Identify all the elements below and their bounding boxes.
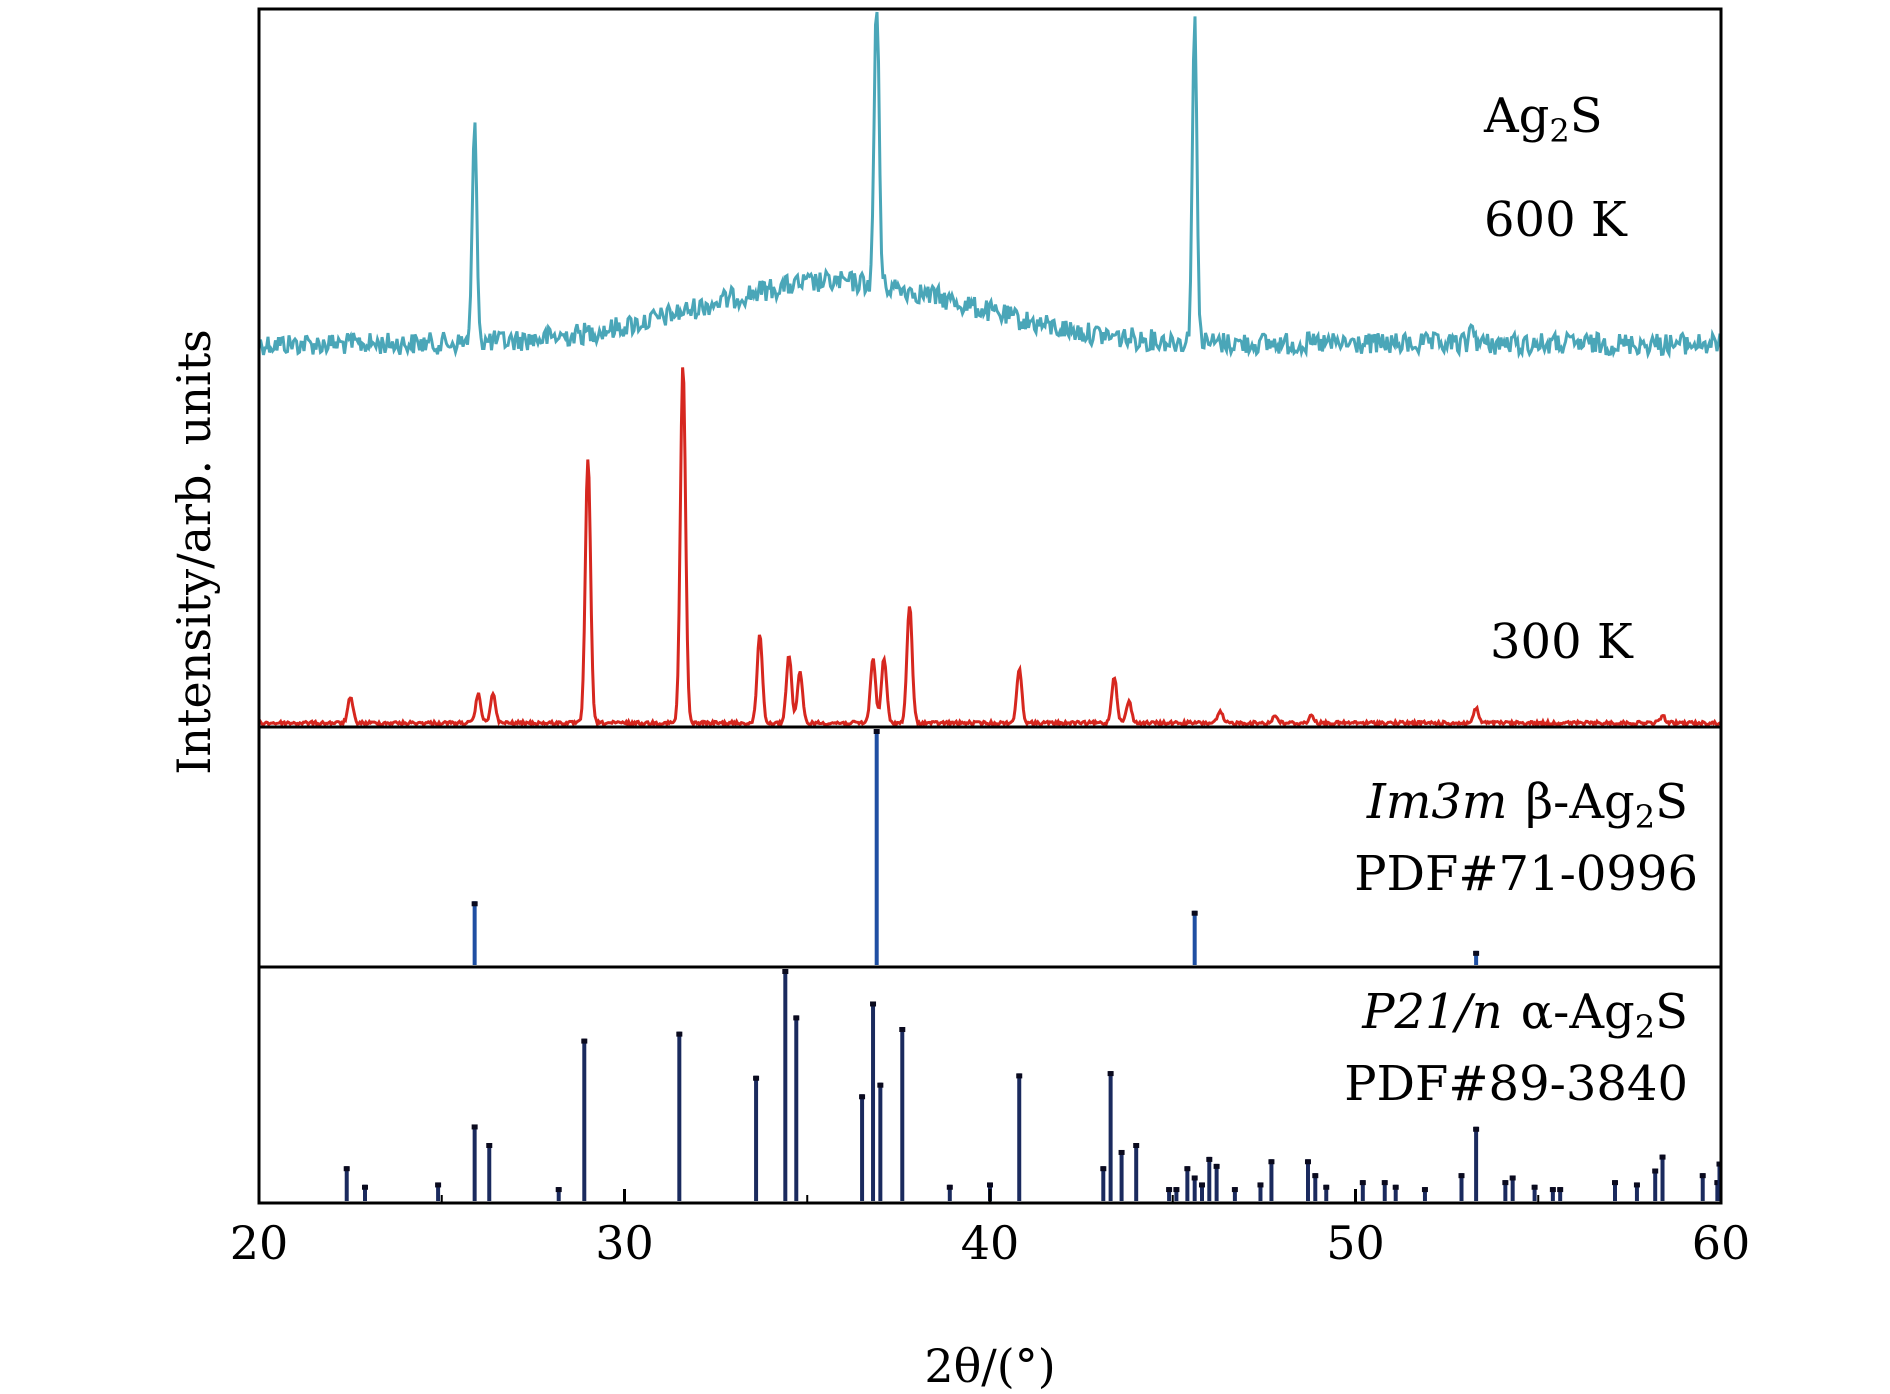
alpha-stick-cap-33 (1312, 1173, 1319, 1179)
label-600k: 600 K (1484, 192, 1628, 248)
alpha-stick-cap-38 (1421, 1187, 1428, 1193)
beta-stick-cap-1 (873, 729, 880, 734)
alpha-stick-cap-0 (343, 1166, 350, 1172)
alpha-stick-cap-40 (1473, 1126, 1480, 1132)
sample-label-main: Ag (1483, 88, 1549, 144)
alpha-stick-cap-24 (1184, 1166, 1191, 1172)
alpha-stick-cap-9 (782, 969, 789, 974)
label-300k: 300 K (1490, 614, 1634, 670)
alpha-stick-cap-6 (581, 1038, 588, 1044)
alpha-stick-cap-13 (877, 1082, 884, 1088)
beta-phase-end: S (1655, 774, 1688, 830)
alpha-stick-cap-20 (1118, 1149, 1125, 1155)
alpha-stick-cap-48 (1652, 1168, 1659, 1174)
alpha-space-group: P21/n (1361, 984, 1502, 1040)
alpha-stick-cap-35 (1359, 1180, 1366, 1186)
alpha-phase-name: α-Ag (1521, 984, 1635, 1040)
sample-label: Ag2S (1483, 88, 1603, 150)
alpha-stick-cap-49 (1659, 1154, 1666, 1160)
alpha-stick-cap-14 (899, 1027, 906, 1032)
alpha-stick-cap-31 (1268, 1159, 1275, 1165)
alpha-stick-cap-8 (753, 1075, 760, 1081)
alpha-stick-cap-11 (859, 1094, 866, 1100)
beta-stick-cap-2 (1191, 910, 1198, 916)
trace-300k (257, 367, 1722, 729)
alpha-stick-cap-21 (1133, 1143, 1140, 1148)
sample-label-end: S (1570, 88, 1603, 144)
beta-space-group: Im3m (1366, 774, 1508, 830)
alpha-phase-sub: 2 (1635, 1008, 1655, 1046)
y-axis-label: Intensity/arb. units (167, 329, 221, 775)
x-tick-label-50: 50 (1326, 1216, 1385, 1270)
alpha-stick-cap-36 (1381, 1180, 1388, 1186)
alpha-stick-cap-2 (435, 1182, 442, 1188)
alpha-stick-cap-44 (1549, 1187, 1556, 1193)
alpha-stick-cap-12 (870, 1001, 877, 1007)
x-tick-label-30: 30 (595, 1216, 654, 1270)
xrd-traces (257, 11, 1722, 729)
alpha-stick-cap-16 (987, 1182, 993, 1188)
alpha-stick-cap-19 (1107, 1071, 1114, 1077)
alpha-stick-cap-47 (1633, 1182, 1640, 1188)
alpha-stick-cap-46 (1612, 1180, 1619, 1186)
sample-label-sub: 2 (1549, 112, 1569, 150)
alpha-stick-cap-25 (1191, 1175, 1198, 1181)
alpha-stick-cap-43 (1531, 1184, 1538, 1190)
alpha-stick-cap-39 (1458, 1173, 1465, 1179)
alpha-stick-cap-7 (676, 1031, 683, 1037)
alpha-phase-end: S (1655, 984, 1688, 1040)
alpha-stick-cap-37 (1392, 1184, 1399, 1190)
alpha-stick-cap-41 (1502, 1180, 1509, 1186)
alpha-stick-cap-51 (1714, 1180, 1721, 1186)
alpha-stick-cap-29 (1231, 1187, 1238, 1193)
alpha-stick-cap-28 (1213, 1163, 1220, 1169)
alpha-stick-cap-45 (1557, 1187, 1564, 1193)
alpha-stick-cap-4 (486, 1143, 493, 1148)
trace-600k (257, 11, 1722, 360)
alpha-stick-cap-17 (1016, 1073, 1023, 1079)
alpha-stick-cap-50 (1699, 1173, 1706, 1179)
alpha-stick-cap-10 (793, 1015, 800, 1021)
x-axis-label: 2θ/(°) (924, 1339, 1055, 1393)
alpha-stick-cap-22 (1166, 1187, 1173, 1193)
alpha-stick-cap-1 (361, 1184, 368, 1190)
beta-stick-cap-0 (471, 901, 478, 907)
alpha-stick-cap-3 (471, 1124, 478, 1130)
alpha-stick-cap-15 (946, 1184, 953, 1190)
alpha-pdf-label: PDF#89-3840 (1344, 1056, 1688, 1112)
alpha-stick-cap-34 (1323, 1184, 1330, 1190)
beta-stick-cap-3 (1473, 950, 1480, 956)
beta-phase-sub: 2 (1635, 798, 1655, 836)
alpha-stick-cap-5 (555, 1187, 562, 1193)
beta-phase-label: Im3m β-Ag2S (1366, 774, 1688, 836)
alpha-stick-cap-18 (1100, 1166, 1107, 1172)
beta-pdf-label: PDF#71-0996 (1354, 846, 1698, 902)
alpha-stick-cap-23 (1173, 1187, 1180, 1193)
alpha-stick-cap-42 (1509, 1175, 1516, 1181)
alpha-stick-cap-26 (1198, 1182, 1205, 1188)
beta-phase-name: β-Ag (1525, 774, 1634, 830)
reference-sticks (343, 729, 1723, 1201)
alpha-phase-label: P21/n α-Ag2S (1361, 984, 1688, 1046)
x-tick-label-40: 40 (961, 1216, 1020, 1270)
x-axis-ticks: 20 30 40 50 60 (230, 1189, 1751, 1270)
x-tick-label-20: 20 (230, 1216, 289, 1270)
alpha-stick-cap-32 (1304, 1159, 1311, 1165)
x-tick-label-60: 60 (1692, 1216, 1751, 1270)
alpha-stick-cap-27 (1206, 1156, 1213, 1162)
alpha-stick-cap-30 (1257, 1182, 1264, 1188)
